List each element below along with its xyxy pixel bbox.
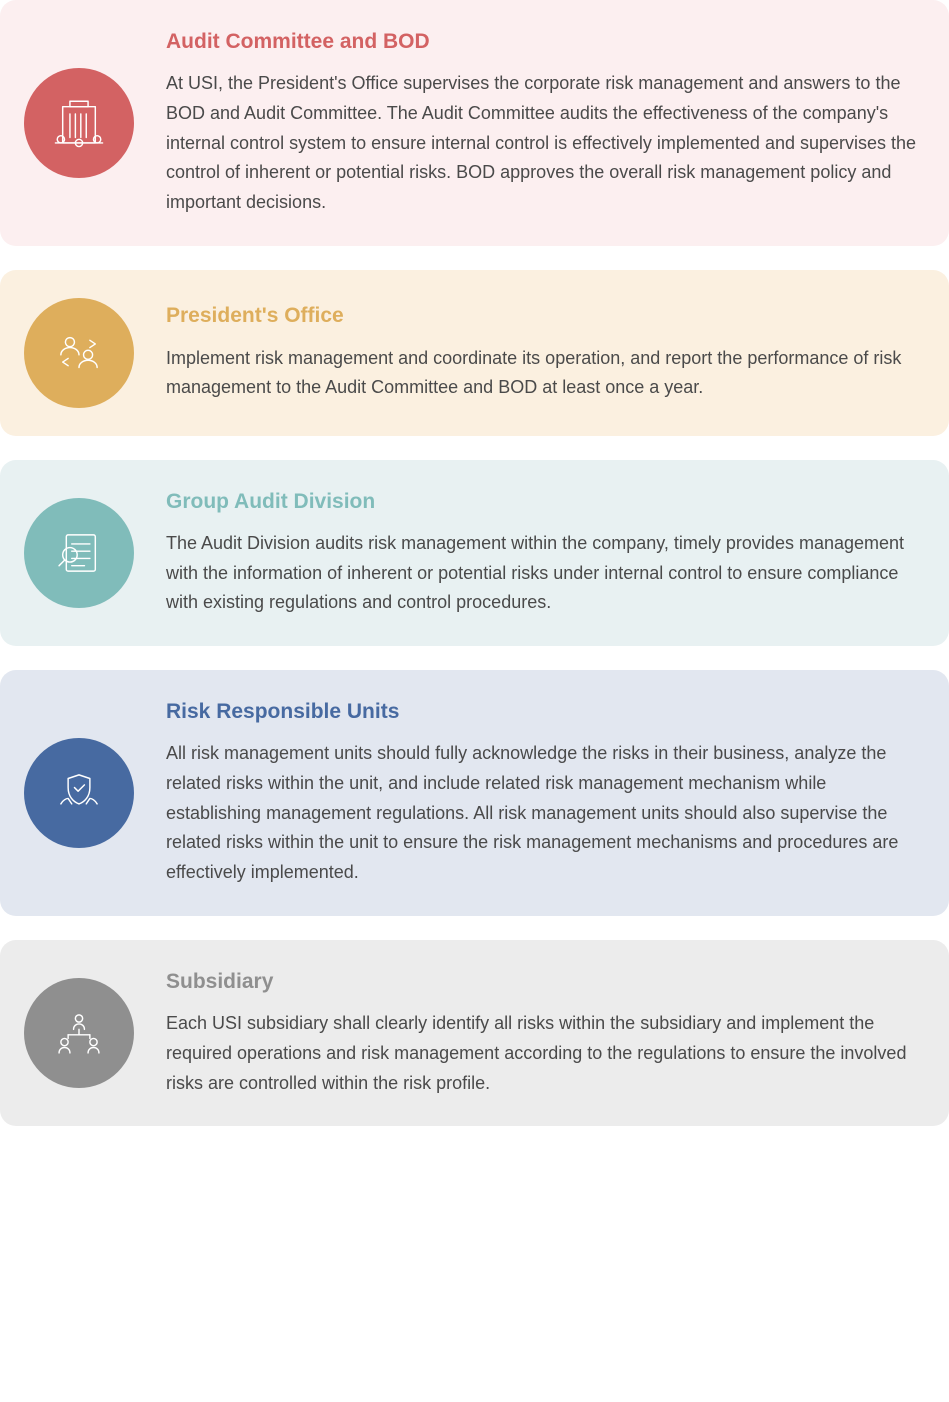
card-body: Each USI subsidiary shall clearly identi…: [166, 1009, 917, 1098]
card-content: Risk Responsible Units All risk manageme…: [166, 698, 917, 888]
card-title: Risk Responsible Units: [166, 698, 917, 725]
org-tree-icon: [24, 978, 134, 1088]
card-risk-units: Risk Responsible Units All risk manageme…: [0, 670, 949, 916]
card-body: All risk management units should fully a…: [166, 739, 917, 887]
people-swap-icon: [24, 298, 134, 408]
card-title: Audit Committee and BOD: [166, 28, 917, 55]
card-title: President's Office: [166, 302, 917, 329]
card-content: President's Office Implement risk manage…: [166, 302, 917, 403]
document-magnify-icon: [24, 498, 134, 608]
card-audit-committee: Audit Committee and BOD At USI, the Pres…: [0, 0, 949, 246]
card-body: At USI, the President's Office supervise…: [166, 69, 917, 217]
buildings-icon: [24, 68, 134, 178]
card-group-audit: Group Audit Division The Audit Division …: [0, 460, 949, 646]
card-subsidiary: Subsidiary Each USI subsidiary shall cle…: [0, 940, 949, 1126]
shield-hands-icon: [24, 738, 134, 848]
card-title: Group Audit Division: [166, 488, 917, 515]
card-content: Subsidiary Each USI subsidiary shall cle…: [166, 968, 917, 1098]
card-presidents-office: President's Office Implement risk manage…: [0, 270, 949, 436]
card-body: Implement risk management and coordinate…: [166, 344, 917, 403]
card-content: Group Audit Division The Audit Division …: [166, 488, 917, 618]
card-title: Subsidiary: [166, 968, 917, 995]
card-body: The Audit Division audits risk managemen…: [166, 529, 917, 618]
card-content: Audit Committee and BOD At USI, the Pres…: [166, 28, 917, 218]
